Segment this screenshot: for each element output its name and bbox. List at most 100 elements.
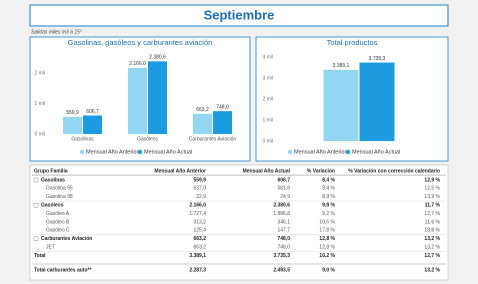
table-cell: 537,0 bbox=[193, 186, 206, 192]
expand-icon bbox=[33, 202, 39, 208]
page-title: Septiembre bbox=[204, 7, 275, 22]
table-cell: Total bbox=[34, 253, 46, 259]
table-cell: 581,8 bbox=[277, 186, 290, 192]
column-header: Grupo Familia bbox=[34, 168, 68, 174]
table-cell: 2.380,6 bbox=[273, 203, 290, 209]
table-cell: 12,5 % bbox=[424, 186, 440, 192]
x-tick-label: Gasóleos bbox=[137, 136, 159, 142]
table-cell: 13,2 % bbox=[424, 236, 440, 242]
value-label: 2.380,6 bbox=[149, 55, 166, 61]
table-cell: 18,8 % bbox=[424, 228, 440, 234]
table-cell: Carburantes Aviación bbox=[41, 236, 92, 242]
column-header: Mensual Año Actual bbox=[243, 168, 291, 174]
value-label: 3.389,1 bbox=[333, 63, 350, 69]
table-cell: 11,7 % bbox=[425, 203, 441, 209]
bar bbox=[193, 113, 212, 134]
y-tick-label: 4 mil bbox=[262, 54, 273, 60]
footer-cell: 9,0 % bbox=[322, 267, 335, 273]
x-tick-label: Gasolinas bbox=[71, 136, 94, 142]
footer-cell: 13,2 % bbox=[424, 267, 440, 273]
y-tick-label: 1 mil bbox=[34, 101, 45, 107]
value-label: 606,7 bbox=[86, 109, 99, 115]
table-cell: 2.166,0 bbox=[189, 203, 206, 209]
table-cell: 8,4 % bbox=[322, 186, 335, 192]
y-tick-label: 2 mil bbox=[262, 96, 273, 102]
chart-title: Gasolinas, gasóleos y carburantes aviaci… bbox=[68, 38, 213, 47]
y-tick-label: 0 mil bbox=[262, 138, 273, 144]
y-tick-label: 1 mil bbox=[262, 117, 273, 123]
footer-cell: 2.287,3 bbox=[189, 267, 206, 273]
table-panel bbox=[29, 164, 449, 281]
table-cell: 17,8 % bbox=[319, 228, 335, 234]
table-cell: 1.727,4 bbox=[189, 211, 206, 217]
table-cell: 12,8 % bbox=[319, 236, 335, 242]
table-cell: 663,2 bbox=[193, 245, 206, 251]
table-cell: 748,0 bbox=[277, 245, 290, 251]
table-cell: 10,2 % bbox=[319, 253, 335, 259]
table-cell: Gasóleo B bbox=[46, 219, 70, 225]
table-cell: 125,4 bbox=[193, 228, 206, 234]
table-cell: 663,2 bbox=[193, 236, 206, 242]
column-header: Mensual Año Anterior bbox=[154, 168, 206, 174]
table-cell: Gasolina 98 bbox=[46, 194, 73, 200]
table-cell: 346,1 bbox=[277, 219, 290, 225]
legend-marker bbox=[137, 149, 143, 155]
table-cell: 147,7 bbox=[277, 228, 290, 234]
bar bbox=[359, 62, 395, 141]
table-cell: 12,9 % bbox=[424, 177, 440, 183]
table-cell: Gasóleo C bbox=[46, 228, 70, 234]
y-tick-label: 3 mil bbox=[262, 75, 273, 81]
expand-icon bbox=[33, 236, 39, 242]
column-header: % Variación bbox=[307, 168, 335, 174]
table-cell: 13,9 % bbox=[424, 194, 440, 200]
table-cell: 13,2 % bbox=[424, 245, 440, 251]
legend-label: Mensual Año Actual bbox=[144, 149, 192, 155]
column-header: % Variación con corrección calendario bbox=[348, 168, 440, 174]
table-cell: 559,9 bbox=[193, 177, 206, 183]
bar bbox=[213, 111, 232, 134]
legend-marker bbox=[287, 149, 293, 155]
legend-label: Mensual Año Actual bbox=[352, 149, 400, 155]
table-cell: 9,9 % bbox=[322, 203, 335, 209]
bar bbox=[323, 69, 359, 141]
value-label: 3.735,3 bbox=[369, 56, 386, 62]
value-label: 2.166,0 bbox=[129, 61, 146, 67]
table-cell: Gasóleos bbox=[41, 203, 64, 209]
bar bbox=[63, 116, 82, 134]
table-cell: 313,2 bbox=[193, 219, 206, 225]
table-cell: 8,4 % bbox=[322, 177, 335, 183]
table-cell: 12,7 % bbox=[424, 211, 440, 217]
table-cell: Gasóleo A bbox=[46, 211, 70, 217]
value-label: 748,0 bbox=[216, 105, 229, 111]
table-cell: 3.389,1 bbox=[189, 253, 206, 259]
bar bbox=[83, 115, 102, 134]
table-cell: 22,9 bbox=[196, 194, 206, 200]
table-cell: 10,5 % bbox=[319, 219, 335, 225]
x-tick-label: Carburantes Aviación bbox=[189, 136, 237, 142]
table-cell: JET bbox=[46, 245, 55, 251]
bar bbox=[128, 67, 147, 134]
chart-title: Total productos bbox=[327, 38, 378, 47]
y-tick-label: 2 mil bbox=[34, 70, 45, 76]
table-cell: 8,9 % bbox=[322, 194, 335, 200]
legend-label: Mensual Año Anterior bbox=[294, 149, 346, 155]
footer-cell: Total carburantes auto** bbox=[34, 267, 91, 273]
subtitle: Salidas miles m3 a 15° bbox=[31, 29, 82, 35]
table-cell: Gasolina 95 bbox=[46, 186, 73, 192]
table-cell: 9,2 % bbox=[322, 211, 335, 217]
value-label: 663,2 bbox=[196, 107, 209, 113]
expand-icon bbox=[33, 177, 39, 183]
table-cell: 24,9 bbox=[280, 194, 290, 200]
legend-marker bbox=[79, 149, 85, 155]
table-cell: 748,0 bbox=[277, 236, 290, 242]
bar bbox=[148, 61, 167, 135]
table-cell: 11,6 % bbox=[425, 219, 441, 225]
title-box bbox=[29, 4, 449, 27]
table-cell: Gasolinas bbox=[41, 177, 65, 183]
table-cell: 606,7 bbox=[277, 177, 290, 183]
legend-marker bbox=[345, 149, 351, 155]
legend-label: Mensual Año Anterior bbox=[86, 149, 138, 155]
y-tick-label: 0 mil bbox=[34, 131, 45, 137]
